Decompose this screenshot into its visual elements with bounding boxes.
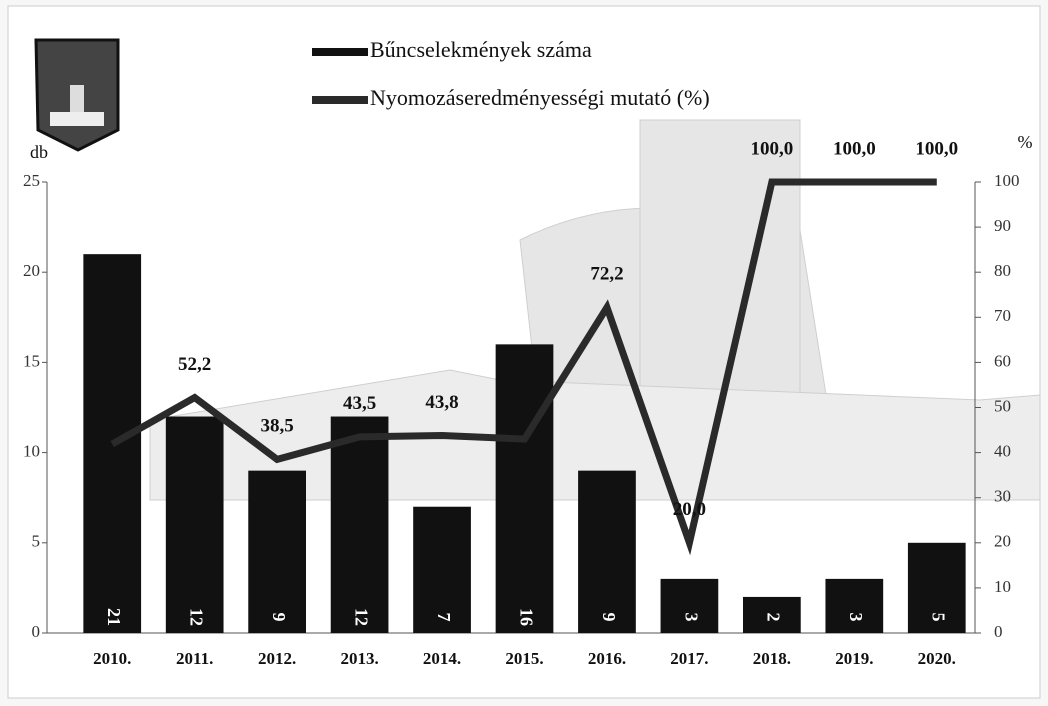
y-tick-label: 10: [23, 442, 40, 461]
y2-tick-label: 10: [994, 577, 1011, 596]
bar-value-label: 9: [269, 613, 289, 622]
y-tick-label: 0: [32, 622, 41, 641]
bar: [578, 471, 636, 633]
x-tick-label: 2015.: [505, 649, 543, 668]
x-tick-label: 2018.: [753, 649, 791, 668]
legend-label: Nyomozáseredményességi mutató (%): [370, 85, 710, 110]
bar: [825, 579, 883, 633]
line-value-label: 41,9: [96, 400, 129, 421]
bar: [496, 344, 554, 633]
chart: db % 05101520250102030405060708090100201…: [0, 0, 1048, 706]
bar: [661, 579, 719, 633]
y-tick-label: 25: [23, 171, 40, 190]
y2-tick-label: 30: [994, 487, 1011, 506]
logo: [36, 40, 118, 150]
bar: [331, 417, 389, 633]
y2-tick-label: 70: [994, 306, 1011, 325]
bar-value-label: 7: [434, 613, 454, 622]
bar-value-label: 21: [104, 608, 124, 626]
y2-tick-label: 90: [994, 216, 1011, 235]
y2-tick-label: 20: [994, 532, 1011, 551]
x-tick-label: 2013.: [340, 649, 378, 668]
line-value-label: 100,0: [833, 138, 876, 159]
y2-tick-label: 80: [994, 261, 1011, 280]
legend-label: Bűncselekmények száma: [370, 37, 592, 62]
y2-tick-label: 100: [994, 171, 1020, 190]
bar-value-label: 5: [929, 613, 949, 622]
bar: [166, 417, 224, 633]
bar-value-label: 12: [187, 608, 207, 626]
bar-value-label: 3: [681, 613, 701, 622]
line-value-label: 43,5: [343, 393, 376, 414]
y2-axis-title: %: [1018, 132, 1033, 152]
x-tick-label: 2019.: [835, 649, 873, 668]
x-tick-label: 2010.: [93, 649, 131, 668]
legend-swatch: [312, 96, 368, 104]
line-value-label: 52,2: [178, 354, 211, 375]
x-tick-label: 2011.: [176, 649, 213, 668]
bar-value-label: 9: [599, 613, 619, 622]
line-value-label: 20,0: [673, 499, 706, 520]
bar-value-label: 2: [764, 613, 784, 622]
y-tick-label: 15: [23, 351, 40, 370]
y-axis-title: db: [30, 142, 48, 162]
line-value-label: 38,5: [261, 416, 294, 437]
line-value-label: 43,8: [425, 392, 458, 413]
x-tick-label: 2016.: [588, 649, 626, 668]
line-value-label: 100,0: [915, 138, 958, 159]
bar: [248, 471, 306, 633]
y2-tick-label: 50: [994, 396, 1011, 415]
y-tick-label: 5: [32, 532, 41, 551]
legend-swatch: [312, 48, 368, 56]
y2-tick-label: 60: [994, 351, 1011, 370]
bar-value-label: 12: [351, 608, 371, 626]
y2-tick-label: 0: [994, 622, 1003, 641]
x-tick-label: 2012.: [258, 649, 296, 668]
line-value-label: 72,2: [590, 264, 623, 285]
y2-tick-label: 40: [994, 442, 1011, 461]
line-value-label: 100,0: [750, 138, 793, 159]
bar-value-label: 16: [516, 608, 536, 626]
x-tick-label: 2014.: [423, 649, 461, 668]
bar-value-label: 3: [846, 613, 866, 622]
x-tick-label: 2020.: [918, 649, 956, 668]
y-tick-label: 20: [23, 261, 40, 280]
x-tick-label: 2017.: [670, 649, 708, 668]
